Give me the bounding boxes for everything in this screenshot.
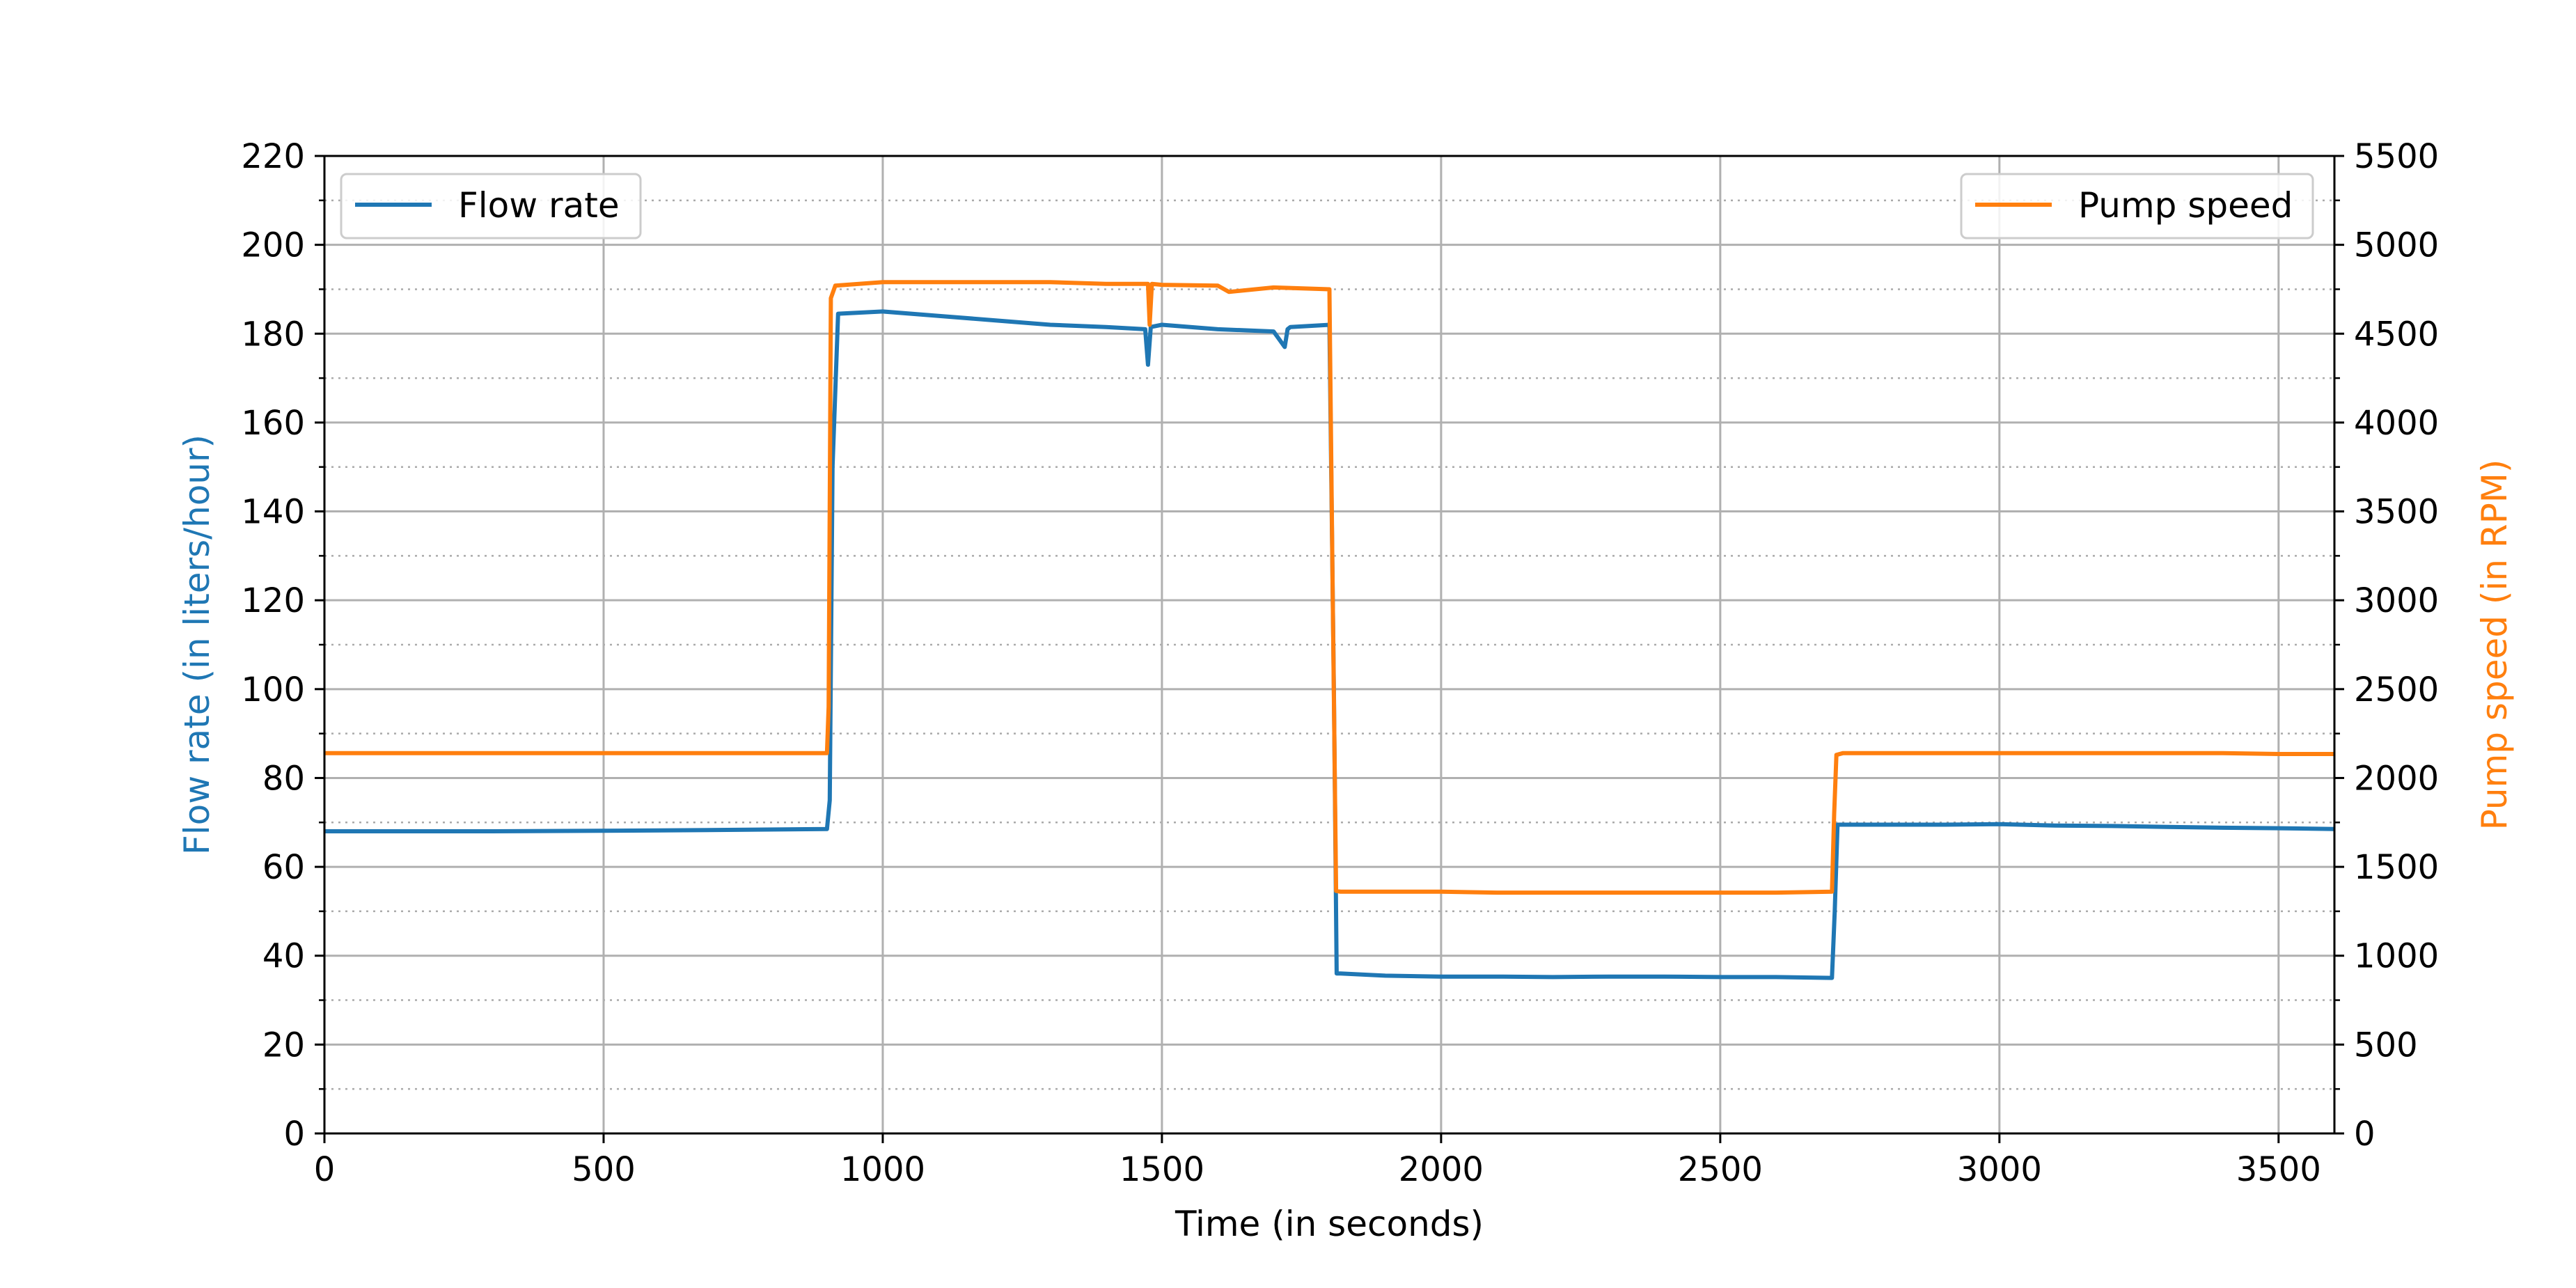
y-axis-left-label: Flow rate (in liters/hour): [177, 434, 217, 855]
legend-pump-speed: Pump speed: [1960, 173, 2314, 239]
y-right-tick-label: 4500: [2354, 315, 2439, 354]
y-left-tick-label: 40: [262, 937, 305, 976]
y-left-tick-label: 80: [262, 759, 305, 798]
x-tick-label: 0: [314, 1150, 336, 1189]
y-right-tick-label: 5000: [2354, 226, 2439, 265]
y-left-tick-label: 120: [241, 581, 305, 620]
y-axis-right-label: Pump speed (in RPM): [2474, 460, 2515, 831]
y-right-tick-label: 2500: [2354, 670, 2439, 709]
y-right-tick-label: 0: [2354, 1115, 2375, 1154]
legend-label-flow-rate: Flow rate: [458, 185, 620, 226]
y-right-tick-label: 2000: [2354, 759, 2439, 798]
x-tick-label: 2500: [1678, 1150, 1763, 1189]
axis-ticks: 0 500 1000 1500 2000 2500 3000 3500020406080100…: [241, 137, 2439, 1189]
y-left-tick-label: 100: [241, 670, 305, 709]
x-axis-label: Time (in seconds): [1175, 1204, 1484, 1244]
legend-label-pump-speed: Pump speed: [2078, 185, 2293, 226]
y-right-tick-label: 1000: [2354, 937, 2439, 976]
y-left-tick-label: 60: [262, 848, 305, 887]
y-left-tick-label: 180: [241, 315, 305, 354]
y-right-tick-label: 1500: [2354, 848, 2439, 887]
y-left-tick-label: 0: [283, 1115, 305, 1154]
y-right-tick-label: 3000: [2354, 581, 2439, 620]
x-tick-label: 3500: [2236, 1150, 2321, 1189]
x-tick-label: 1500: [1120, 1150, 1204, 1189]
x-tick-label: 500: [572, 1150, 636, 1189]
legend-box: [1960, 173, 2314, 239]
y-left-tick-label: 140: [241, 493, 305, 532]
x-tick-label: 3000: [1957, 1150, 2042, 1189]
x-tick-label: 1000: [840, 1150, 925, 1189]
y-left-tick-label: 220: [241, 137, 305, 176]
y-right-tick-label: 3500: [2354, 493, 2439, 532]
legend-flow-rate: Flow rate: [340, 173, 642, 239]
series-line-pump-speed: [324, 280, 2334, 895]
y-left-tick-label: 20: [262, 1026, 305, 1065]
y-right-tick-label: 500: [2354, 1026, 2418, 1065]
y-right-tick-label: 4000: [2354, 404, 2439, 443]
y-right-tick-label: 5500: [2354, 137, 2439, 176]
legend-box: [340, 173, 642, 239]
y-left-tick-label: 200: [241, 226, 305, 265]
grid-lines: [323, 155, 2334, 1135]
series-lines: [324, 280, 2335, 980]
x-tick-label: 2000: [1399, 1150, 1484, 1189]
y-left-tick-label: 160: [241, 404, 305, 443]
